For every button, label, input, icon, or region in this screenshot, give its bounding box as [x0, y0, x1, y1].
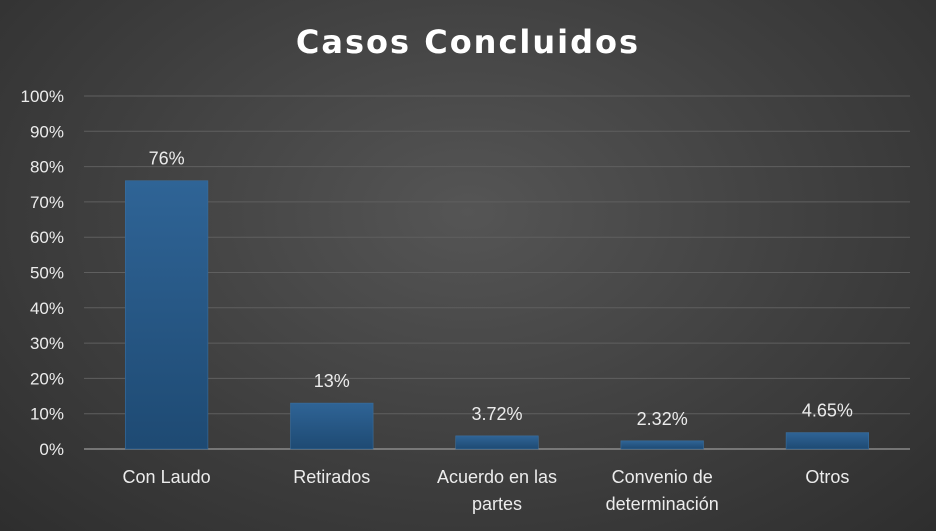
data-label: 3.72%	[471, 404, 522, 424]
y-tick-label: 60%	[30, 228, 64, 247]
x-tick-label: Otros	[805, 467, 849, 487]
data-label: 13%	[314, 371, 350, 391]
y-tick-label: 20%	[30, 369, 64, 388]
bar	[290, 402, 374, 450]
y-tick-label: 0%	[39, 440, 64, 459]
y-axis-ticks: 0% 10% 20% 30% 40% 50% 60% 70% 80% 90% 100%	[21, 87, 64, 459]
y-tick-label: 70%	[30, 193, 64, 212]
y-tick-label: 10%	[30, 405, 64, 424]
bar	[455, 435, 539, 450]
chart-title: Casos Concluidos	[296, 23, 640, 61]
x-axis-ticks: Con Laudo Retirados Acuerdo en las partes Co…	[123, 467, 850, 514]
y-tick-label: 90%	[30, 122, 64, 141]
data-label: 2.32%	[637, 409, 688, 429]
data-label: 4.65%	[802, 401, 853, 421]
y-tick-label: 30%	[30, 334, 64, 353]
bar	[620, 440, 704, 450]
x-tick-label: Convenio de determinación	[606, 467, 719, 514]
y-tick-label: 40%	[30, 299, 64, 318]
data-label: 76%	[149, 149, 185, 169]
x-tick-label: Con Laudo	[123, 467, 211, 487]
x-tick-label: Acuerdo en las partes	[437, 467, 557, 514]
bars	[125, 180, 869, 450]
y-tick-label: 80%	[30, 158, 64, 177]
y-tick-label: 100%	[21, 87, 64, 106]
data-labels: 76% 13% 3.72% 2.32% 4.65%	[149, 149, 853, 429]
gridlines	[84, 95, 910, 450]
bar	[785, 432, 869, 450]
bar	[125, 180, 209, 450]
y-tick-label: 50%	[30, 264, 64, 283]
x-tick-label: Retirados	[293, 467, 370, 487]
